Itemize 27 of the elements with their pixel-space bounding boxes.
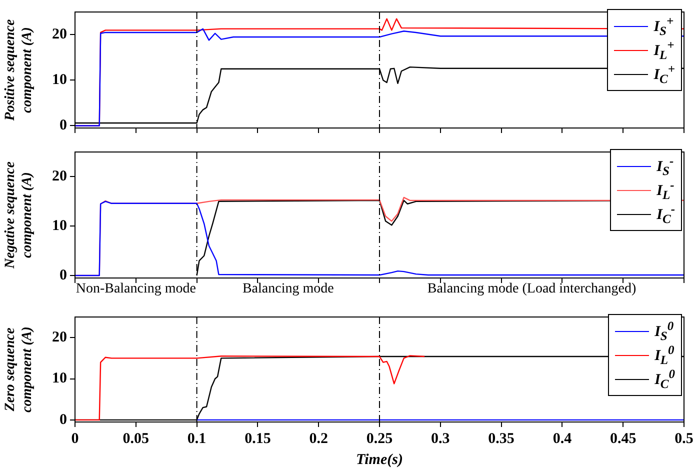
y-tick-label: 0 xyxy=(60,267,67,284)
x-axis-title: Time(s) xyxy=(356,452,403,468)
x-tick-label: 0.4 xyxy=(552,430,572,447)
x-tick-label: 0.2 xyxy=(309,430,328,447)
text: Non-Balancing mode xyxy=(76,282,196,297)
y-axis-title: Positive sequence component (A) xyxy=(3,19,35,121)
y-axis-title: Negative sequence component (A) xyxy=(3,162,35,270)
x-tick-label: 0.15 xyxy=(244,430,271,447)
x-tick-label: 0.5 xyxy=(674,430,694,447)
x-tick-label: 0.25 xyxy=(366,430,393,447)
text: Balancing mode xyxy=(242,282,334,297)
x-tick-label: 0.3 xyxy=(431,430,450,447)
y-tick-label: 10 xyxy=(52,72,67,88)
x-tick-label: 0.45 xyxy=(610,430,636,447)
y-tick-label: 0 xyxy=(60,412,67,428)
y-tick-label: 0 xyxy=(60,118,67,134)
y-tick-label: 20 xyxy=(52,26,67,43)
text: Balancing mode (Load interchanged) xyxy=(427,282,636,297)
x-tick-label: 0.35 xyxy=(488,430,514,447)
y-tick-label: 20 xyxy=(52,329,67,346)
y-axis-title: Zero sequence component (A) xyxy=(3,326,35,412)
y-tick-label: 10 xyxy=(52,218,67,234)
x-tick-label: 0.1 xyxy=(187,430,206,447)
y-tick-label: 10 xyxy=(52,370,67,387)
x-tick-label: 0.05 xyxy=(122,430,150,447)
x-tick-label: 0 xyxy=(71,430,79,447)
y-tick-label: 20 xyxy=(52,168,67,185)
